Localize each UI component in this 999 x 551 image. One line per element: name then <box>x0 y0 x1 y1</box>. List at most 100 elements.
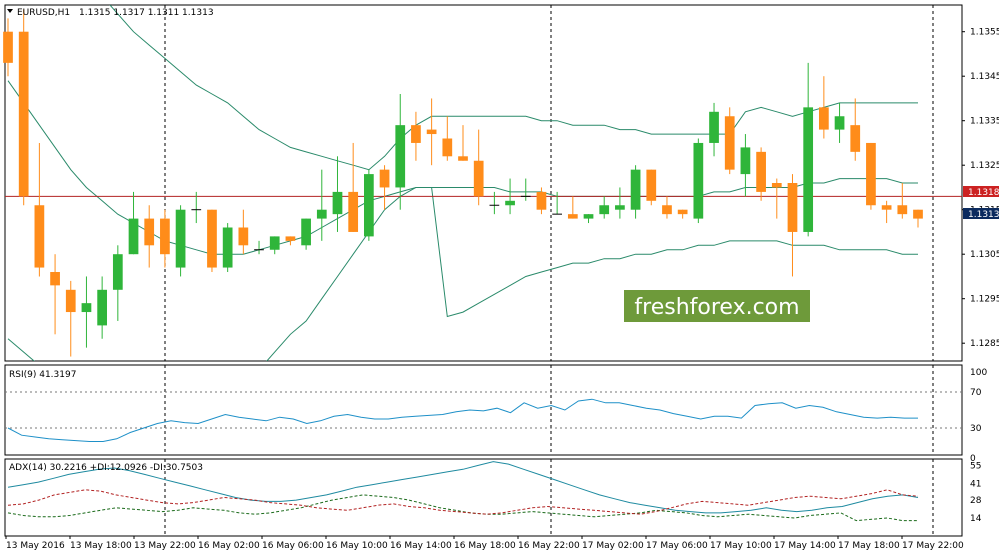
candle <box>175 205 186 277</box>
candle-body <box>913 209 923 219</box>
candle-body <box>693 142 704 219</box>
rsi-axis-label: 0 <box>970 454 976 464</box>
candle-body <box>473 160 484 197</box>
time-axis-label: 17 May 18:00 <box>838 541 900 551</box>
adx-title: ADX(14) 30.2216 +DI:12.0926 -DI:30.7503 <box>9 463 203 473</box>
candle <box>520 178 531 201</box>
candle-body <box>505 200 515 206</box>
candle-body <box>803 107 814 232</box>
candle-body <box>646 169 657 201</box>
band-middle <box>7 80 918 255</box>
candle <box>144 205 155 268</box>
time-axis-label: 16 May 22:00 <box>518 541 580 551</box>
last-price-tag <box>963 208 999 219</box>
candle-body <box>458 156 468 161</box>
candle <box>395 94 406 210</box>
candle-body <box>207 209 217 268</box>
candle-body <box>442 138 453 157</box>
hline-price-tag-text: 1.1318 <box>968 188 999 198</box>
candle <box>411 111 421 161</box>
candle <box>238 209 249 255</box>
time-axis-label: 17 May 06:00 <box>646 541 708 551</box>
candle <box>254 240 264 255</box>
price-axis-label: 1.1295 <box>970 295 999 305</box>
watermark-text: freshforex.com <box>634 295 799 320</box>
candle-body <box>787 183 798 232</box>
hline-price-tag <box>963 186 999 197</box>
candle-body <box>160 218 170 255</box>
candle-body <box>426 129 437 135</box>
candle <box>724 107 735 175</box>
symbol-menu-arrow-icon[interactable] <box>7 9 13 13</box>
candle <box>913 209 923 228</box>
candle-body <box>81 303 92 313</box>
candle-body <box>379 169 390 188</box>
time-axis-label: 13 May 2016 <box>6 541 65 551</box>
candle-body <box>756 151 766 192</box>
candle-body <box>567 214 578 219</box>
rsi-layer <box>5 391 962 442</box>
candle-body <box>818 107 829 130</box>
bollinger-bands <box>7 5 918 361</box>
adx-axis-label: 28 <box>970 496 982 506</box>
candle-body <box>662 205 672 215</box>
candle <box>34 142 45 277</box>
grid-layer <box>4 4 963 537</box>
time-axis-label: 16 May 06:00 <box>262 541 324 551</box>
axes-layer: 1.13551.13451.13351.13251.13151.13051.12… <box>5 28 999 551</box>
candle-body <box>740 147 751 175</box>
candle <box>630 165 641 219</box>
time-axis-label: 13 May 18:00 <box>70 541 132 551</box>
rsi-line <box>7 398 918 442</box>
candle-body <box>238 227 249 246</box>
di-plus-line <box>7 494 918 522</box>
candle <box>834 102 845 143</box>
watermark-box <box>624 290 810 322</box>
candle-body <box>771 183 782 188</box>
candle <box>81 276 92 348</box>
price-axis-label: 1.1285 <box>970 339 999 349</box>
candle <box>552 191 563 215</box>
candle-body <box>709 111 719 143</box>
candle-body <box>881 205 892 210</box>
candle <box>583 214 594 224</box>
candle-body <box>850 125 861 152</box>
candle <box>97 276 108 339</box>
candle-body <box>866 142 876 206</box>
candle <box>567 196 578 219</box>
time-axis-label: 17 May 22:00 <box>902 541 964 551</box>
candle-body <box>599 205 610 215</box>
time-axis-label: 17 May 02:00 <box>582 541 644 551</box>
candle <box>316 169 327 241</box>
candle-body <box>128 218 139 255</box>
adx-line <box>7 461 919 514</box>
candle-body <box>332 191 343 215</box>
candle <box>709 102 719 157</box>
adx-axis-label: 41 <box>970 479 981 489</box>
candle-body <box>615 205 625 210</box>
candle-body <box>834 116 845 130</box>
candle <box>489 191 500 215</box>
price-axis-label: 1.1345 <box>970 72 999 82</box>
di-minus-line <box>7 489 919 515</box>
candle <box>615 187 625 219</box>
ohlc-values: 1.1315 1.1317 1.1311 1.1313 <box>79 8 214 18</box>
candle <box>599 196 610 219</box>
time-axis-label: 16 May 18:00 <box>454 541 516 551</box>
candle <box>818 76 829 139</box>
time-axis-label: 13 May 22:00 <box>134 541 196 551</box>
candle <box>160 209 170 268</box>
candle-body <box>34 205 45 268</box>
candle-body <box>144 218 155 246</box>
candle <box>866 142 876 210</box>
candle <box>128 191 139 255</box>
candle <box>693 138 704 224</box>
candle-body <box>269 236 280 250</box>
candle-body <box>316 209 327 219</box>
candle <box>850 98 861 161</box>
candle-body <box>112 254 123 290</box>
candle <box>3 18 13 77</box>
candle-body <box>285 236 296 241</box>
